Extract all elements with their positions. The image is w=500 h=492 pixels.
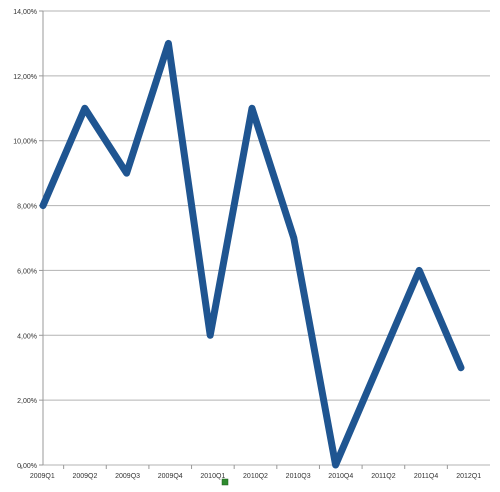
series-layer bbox=[39, 39, 465, 469]
data-point bbox=[333, 463, 338, 467]
data-point bbox=[291, 236, 296, 240]
gridlines bbox=[43, 10, 490, 466]
x-tick-label: 2010Q4 bbox=[328, 473, 353, 480]
y-tick-labels: 0,00% 2,00% 4,00% 6,00% 8,00% 10,00% 12,00% 14,… bbox=[13, 9, 37, 470]
data-point bbox=[250, 106, 254, 111]
data-point bbox=[166, 41, 171, 46]
y-tick-label: 12,00% bbox=[13, 74, 37, 81]
y-tick-label: 8,00% bbox=[17, 204, 37, 211]
legend-marker bbox=[221, 478, 229, 486]
data-point bbox=[459, 365, 463, 370]
y-tick-label: 10,00% bbox=[13, 139, 37, 146]
x-tick-label: 2009Q2 bbox=[72, 473, 97, 480]
x-tick-label: 2010Q3 bbox=[286, 473, 311, 480]
y-tick-label: 14,00% bbox=[13, 9, 37, 16]
y-tick-label: 6,00% bbox=[17, 268, 37, 275]
x-tick-label: 2011Q4 bbox=[414, 473, 438, 480]
data-point bbox=[375, 365, 380, 370]
x-tick-label: 2010Q1 bbox=[200, 473, 225, 480]
x-tick-label: 2009Q4 bbox=[158, 473, 183, 480]
y-tick-label: 0,00% bbox=[17, 463, 37, 470]
legend bbox=[221, 478, 229, 486]
data-point bbox=[124, 171, 129, 176]
x-tick-labels: 2009Q1 2009Q2 2009Q3 2009Q4 2010Q1 2010Q2 2010… bbox=[30, 473, 481, 480]
y-tick-label: 2,00% bbox=[17, 398, 37, 405]
data-point bbox=[82, 106, 87, 111]
data-point bbox=[41, 203, 45, 208]
x-tick-label: 2010Q2 bbox=[243, 473, 268, 480]
data-point bbox=[208, 333, 213, 338]
data-point bbox=[417, 268, 422, 273]
x-tick-label: 2011Q2 bbox=[371, 473, 395, 480]
x-tick-label: 2009Q3 bbox=[115, 473, 140, 480]
x-tick-label: 2009Q1 bbox=[30, 473, 55, 480]
x-tick-label: 2012Q1 bbox=[456, 473, 481, 480]
y-tick-label: 4,00% bbox=[17, 333, 37, 340]
